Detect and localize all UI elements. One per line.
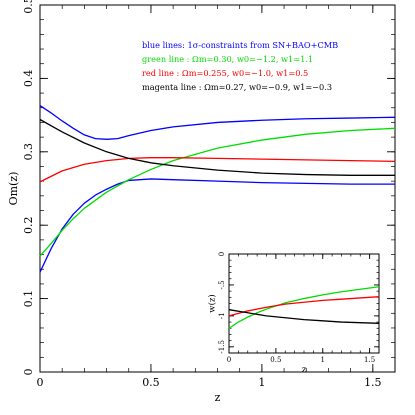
inset-series-line-0	[228, 286, 380, 329]
main-series-line-0	[39, 105, 396, 140]
inset-frame	[228, 253, 380, 354]
inset-y-axis-label: w(z)	[207, 294, 218, 312]
inset-y-tick-label: -.5	[218, 280, 226, 289]
main-series-line-4	[39, 118, 395, 176]
main-y-tick-label: 0	[22, 369, 35, 376]
main-y-tick-label: 0.1	[22, 290, 35, 308]
inset-series-line-2	[228, 309, 380, 324]
main-x-tick-label: 0	[37, 376, 44, 389]
inset-x-axis-label: z	[302, 365, 307, 375]
main-x-axis-label: z	[215, 391, 221, 404]
inset-y-tick-label: 0	[218, 252, 226, 256]
main-series-line-2	[39, 127, 396, 257]
main-y-tick-label: 0.4	[22, 70, 35, 88]
main-y-tick-label: 0.5	[22, 0, 35, 14]
main-x-tick-label: 1	[258, 376, 265, 389]
legend: blue lines: 1σ-constraints from SN+BAO+C…	[142, 40, 338, 92]
legend-entry-3: magenta line : Ωm=0.27, w0=−0.9, w1=−0.3	[142, 82, 332, 92]
inset-x-tick-label: 0.5	[270, 356, 281, 364]
legend-entry-2: red line : Ωm=0.255, w0=−1.0, w1=0.5	[142, 68, 308, 78]
inset-series-line-1	[228, 296, 380, 317]
main-y-tick-label: 0.2	[22, 216, 35, 234]
main-series-line-3	[39, 157, 396, 183]
main-x-tick-label: 1.5	[364, 376, 382, 389]
inset-y-tick-label: -1	[218, 312, 226, 319]
inset-x-tick-label: 1.5	[364, 356, 375, 364]
inset-plot: 0 0.5 1 1.5 0 -.5 -1 -1.5 z w(z)	[207, 252, 380, 375]
main-y-tick-label: 0.3	[22, 143, 35, 161]
inset-x-tick-label: 1	[321, 356, 325, 364]
inset-y-tick-label: -1.5	[218, 340, 226, 354]
main-x-tick-label: 0.5	[142, 376, 160, 389]
main-plot: 0 0.5 1 1.5 0 0.1 0.2 0.3 0.4 0.5 z Om(z)	[7, 0, 396, 404]
inset-x-tick-label: 0	[227, 356, 231, 364]
legend-entry-1: green line : Ωm=0.30, w0=−1.2, w1=1.1	[142, 54, 313, 64]
legend-entry-0: blue lines: 1σ-constraints from SN+BAO+C…	[142, 40, 338, 50]
main-y-axis-label: Om(z)	[7, 172, 20, 206]
